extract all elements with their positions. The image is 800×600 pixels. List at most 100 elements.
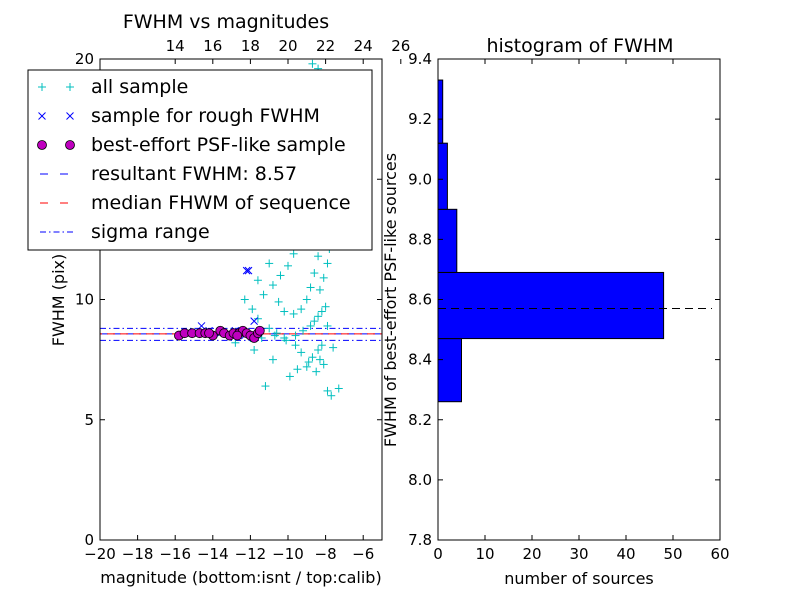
top-tick-label: 26 — [391, 37, 410, 55]
y-tick-label: 8.6 — [408, 291, 432, 309]
histogram-xlabel: number of sources — [504, 569, 654, 588]
data-point — [231, 338, 240, 347]
data-point — [289, 309, 298, 318]
x-tick-label: −6 — [352, 545, 374, 563]
data-point — [329, 343, 338, 352]
data-point — [334, 384, 343, 393]
legend-entry: sigma range — [40, 221, 210, 243]
y-tick-label: 5 — [84, 411, 94, 429]
legend-marker — [65, 140, 75, 150]
legend: all sample sample for rough FWHM best-effo… — [27, 69, 373, 251]
y-tick-label: 9.2 — [408, 110, 432, 128]
scatter-ylabel: FWHM (pix) — [49, 254, 68, 347]
legend-marker — [38, 83, 46, 91]
data-point — [317, 307, 326, 316]
data-point — [204, 328, 214, 339]
y-tick-label: 8.8 — [408, 230, 432, 248]
histogram-ticks: 0 10 20 30 40 50 60 7.8 8.0 8.2 8.4 8.6 8.8 9.0 9.2 9.4 — [408, 50, 729, 563]
data-point — [268, 281, 277, 290]
data-point — [291, 341, 300, 350]
legend-entry: all sample — [38, 76, 188, 98]
data-point — [280, 307, 289, 316]
y-tick-label: 7.8 — [408, 531, 432, 549]
legend-label: sample for rough FWHM — [91, 105, 320, 127]
data-point — [306, 283, 315, 292]
data-point — [197, 322, 206, 330]
y-tick-label: 8.2 — [408, 411, 432, 429]
data-point — [289, 249, 298, 258]
data-point — [261, 382, 270, 391]
data-point — [270, 331, 279, 340]
histogram-bar — [437, 142, 448, 210]
data-point — [308, 353, 317, 362]
data-point — [265, 324, 274, 333]
data-point — [323, 321, 332, 330]
y-tick-label: 9.0 — [408, 170, 432, 188]
y-tick-label: 10 — [75, 291, 94, 309]
legend-entry: sample for rough FWHM — [38, 105, 320, 127]
data-point — [276, 271, 285, 280]
data-point — [315, 285, 324, 294]
y-tick-label: 0 — [84, 531, 94, 549]
data-point — [312, 367, 321, 376]
data-point — [314, 252, 323, 261]
legend-marker — [37, 140, 47, 150]
x-tick-label: 40 — [616, 545, 635, 563]
data-point — [315, 355, 324, 364]
data-point — [317, 341, 326, 350]
x-tick-label: 30 — [569, 545, 588, 563]
legend-entry: best-effort PSF-like sample — [37, 134, 346, 156]
x-tick-label: −14 — [197, 545, 229, 563]
data-point — [268, 355, 277, 364]
data-point — [291, 331, 300, 340]
data-point — [284, 261, 292, 270]
data-point — [259, 290, 268, 299]
top-tick-label: 14 — [166, 37, 185, 55]
x-tick-label: 0 — [433, 545, 443, 563]
data-point — [232, 330, 243, 341]
data-point — [242, 266, 251, 275]
top-tick-label: 16 — [203, 37, 222, 55]
data-point — [250, 317, 259, 325]
histogram-bars — [437, 79, 665, 403]
data-point — [297, 305, 306, 314]
legend-marker — [66, 83, 74, 91]
data-point — [253, 314, 262, 323]
data-point — [280, 333, 289, 342]
data-point — [240, 295, 249, 304]
x-tick-label: −20 — [84, 545, 116, 563]
histogram-bar — [437, 338, 462, 403]
data-point — [250, 346, 259, 355]
histogram-bar — [437, 271, 665, 340]
x-tick-label: −10 — [272, 545, 304, 563]
histogram-ylabel: FWHM of best-effort PSF-like sources — [381, 153, 400, 447]
x-tick-label: −8 — [315, 545, 337, 563]
legend-label: all sample — [91, 76, 188, 98]
legend-box — [27, 69, 373, 251]
legend-label: best-effort PSF-like sample — [91, 134, 346, 156]
y-tick-label: 9.4 — [408, 50, 432, 68]
top-tick-label: 22 — [316, 37, 335, 55]
data-point — [310, 317, 319, 326]
data-point — [254, 325, 265, 336]
x-tick-label: 10 — [475, 545, 494, 563]
data-point — [304, 358, 313, 367]
histogram-bar — [437, 79, 444, 144]
series-best-effort-psf-like-sample — [174, 325, 265, 343]
x-tick-label: 20 — [522, 545, 541, 563]
data-point — [323, 386, 332, 395]
legend-entry: resultant FWHM: 8.57 — [40, 163, 297, 185]
histogram-panel: 0 10 20 30 40 50 60 7.8 8.0 8.2 8.4 8.6 8.8 9.0 9.2 9.4… — [381, 35, 730, 588]
scatter-xlabel: magnitude (bottom:isnt / top:calib) — [100, 568, 381, 587]
data-point — [327, 391, 336, 400]
scatter-ticks: −20−18−16−14−12−10−8−6051015201416182022… — [75, 37, 410, 563]
data-point — [302, 362, 311, 371]
data-point — [308, 59, 317, 68]
legend-items: all sample sample for rough FWHM best-effo… — [37, 76, 351, 243]
data-point — [297, 348, 306, 357]
data-point — [285, 372, 294, 381]
histogram-bar — [437, 208, 458, 273]
data-point — [299, 326, 308, 335]
x-tick-label: 60 — [710, 545, 729, 563]
histogram-title: histogram of FWHM — [486, 35, 673, 57]
